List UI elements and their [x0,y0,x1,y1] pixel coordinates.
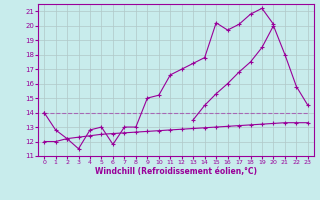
X-axis label: Windchill (Refroidissement éolien,°C): Windchill (Refroidissement éolien,°C) [95,167,257,176]
